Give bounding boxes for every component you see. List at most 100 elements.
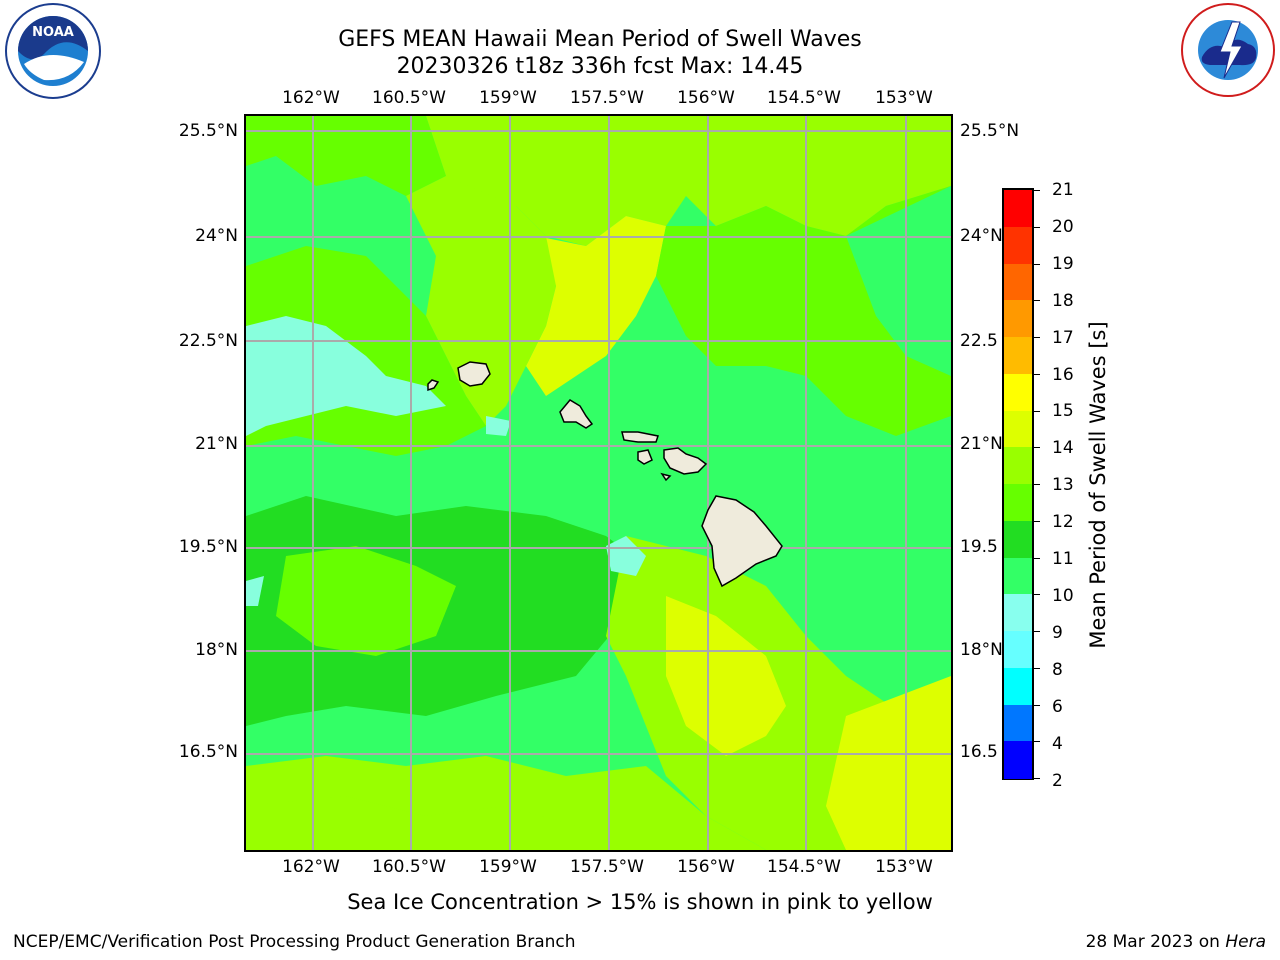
swell-period-map [246,116,951,850]
lat-label-right: 18°N [960,640,1003,660]
field-central-12-13s [406,176,556,426]
lon-label-top: 159°W [479,88,537,108]
colorbar-tick-label: 14 [1052,438,1074,458]
colorbar-tick-label: 19 [1052,254,1074,274]
lat-label-right: 25.5°N [960,121,1020,141]
sea-ice-note: Sea Ice Concentration > 15% is shown in … [347,890,933,914]
lon-label-bottom: 160.5°W [372,857,446,877]
lat-label-right: 21°N [960,434,1003,454]
colorbar-tick [1034,300,1040,302]
colorbar-tick-label: 11 [1052,549,1074,569]
colorbar-tick-label: 8 [1052,660,1063,680]
colorbar-tick-label: 12 [1052,512,1074,532]
lat-label-left: 24°N [195,226,238,246]
footer-credit: NCEP/EMC/Verification Post Processing Pr… [13,932,576,952]
lon-label-top: 156°W [677,88,735,108]
colorbar-band [1004,337,1032,375]
colorbar-tick-label: 17 [1052,328,1074,348]
field-spot-9-10s [246,576,264,606]
colorbar-tick [1034,520,1040,522]
island-molokai [621,431,659,443]
colorbar-tick-label: 6 [1052,697,1063,717]
field-spot-9-10s [606,536,646,576]
colorbar-tick [1034,226,1040,228]
colorbar-tick-label: 18 [1052,291,1074,311]
colorbar-tick [1034,594,1040,596]
colorbar-band [1004,226,1032,264]
colorbar-tick-label: 9 [1052,623,1063,643]
field-east-10-11s [846,186,951,376]
field-spot-9-10s [486,416,511,436]
field-bottom-band [246,796,626,850]
field-north-12-13s [426,116,951,246]
colorbar-band [1004,263,1032,301]
islands [427,361,783,588]
field-northwest-11-12s [246,116,446,196]
lat-label-left: 16.5°N [178,742,238,762]
lon-label-top: 154.5°W [767,88,841,108]
field-central-13-14s [526,216,666,396]
lat-label-right: 22.5 [960,331,998,351]
colorbar-tick [1034,373,1040,375]
colorbar-band [1004,373,1032,411]
colorbar-tick-label: 10 [1052,586,1074,606]
island-niihau [427,379,440,392]
colorbar-tick [1034,631,1040,632]
lat-label-left: 18°N [195,640,238,660]
colorbar-tick [1034,190,1040,191]
lat-label-left: 22.5°N [178,331,238,351]
island-lanai [637,449,653,465]
lon-label-bottom: 156°W [677,857,735,877]
footer-host: Hera [1225,932,1266,952]
map-frame [244,114,953,852]
lon-label-bottom: 157.5°W [570,857,644,877]
gridlines [246,116,951,850]
nws-logo [1180,2,1276,98]
colorbar-tick [1034,741,1040,743]
footer-date-text: 28 Mar 2023 on [1085,932,1220,952]
colorbar-tick [1034,557,1040,559]
island-oahu [559,399,594,429]
colorbar-band [1004,410,1032,448]
colorbar-band [1004,484,1032,522]
lat-label-right: 19.5 [960,537,998,557]
colorbar-band [1004,300,1032,338]
colorbar-tick [1034,337,1040,338]
lon-label-bottom: 159°W [479,857,537,877]
colorbar-tick-label: 13 [1052,475,1074,495]
colorbar-tick [1034,263,1040,265]
lat-label-left: 19.5°N [178,537,238,557]
field-south-13-14s [666,596,786,756]
island-maui [663,447,708,475]
footer-date: 28 Mar 2023 on Hera [1086,932,1266,952]
lon-label-bottom: 154.5°W [767,857,841,877]
lon-label-top: 162°W [282,88,340,108]
noaa-logo: NOAA [4,2,102,100]
island-kauai [457,361,491,387]
colorbar-band [1004,704,1032,742]
colorbar-band [1004,741,1032,779]
colorbar-band [1004,631,1032,669]
colorbar-tick-label: 20 [1052,217,1074,237]
chart-title: GEFS MEAN Hawaii Mean Period of Swell Wa… [338,27,862,52]
colorbar-band [1004,520,1032,558]
colorbar-tick [1034,704,1040,706]
colorbar-band [1004,447,1032,485]
island-hawaii [701,495,783,588]
colorbar-tick-label: 4 [1052,734,1063,754]
lon-label-top: 157.5°W [570,88,644,108]
lon-label-bottom: 153°W [875,857,933,877]
lat-label-right: 24°N [960,226,1003,246]
colorbar-tick-label: 16 [1052,365,1074,385]
colorbar-tick [1034,484,1040,485]
colorbar-tick-label: 2 [1052,771,1063,791]
lat-label-right: 16.5 [960,742,998,762]
colorbar-tick [1034,447,1040,449]
colorbar-band [1004,667,1032,705]
lon-label-top: 153°W [875,88,933,108]
lon-label-bottom: 162°W [282,857,340,877]
colorbar [1002,188,1034,780]
colorbar-band [1004,594,1032,632]
field-southeast-13-14s [826,676,951,850]
noaa-center-text: NOAA [32,25,74,40]
